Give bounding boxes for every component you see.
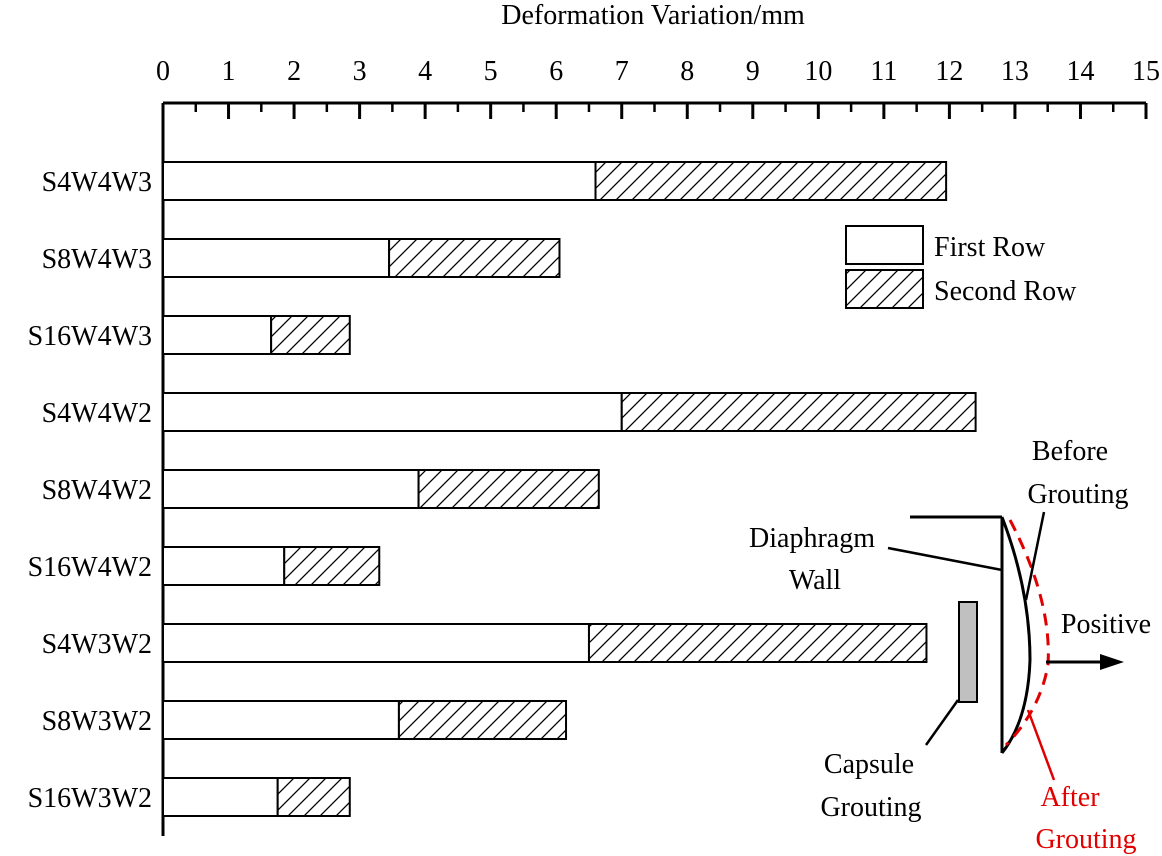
bar-second-row: [417, 469, 600, 509]
after-grouting-leader: [1026, 709, 1056, 781]
diaphragm-wall-label-line2: Wall: [789, 565, 841, 596]
before-grouting-leader: [1024, 511, 1046, 601]
x-tick-label: 13: [1001, 56, 1029, 87]
positive-arrow-head: [1100, 654, 1124, 670]
legend-swatch-first-row: [845, 225, 924, 265]
legend-swatch-second-row: [845, 269, 924, 309]
before-grouting-label-line2: Grouting: [1027, 479, 1128, 510]
before-grouting-curve: [1000, 516, 1032, 754]
x-tick-label: 8: [680, 56, 694, 87]
x-tick-label: 2: [287, 56, 301, 87]
bar-second-row: [587, 623, 928, 663]
bar-first-row: [162, 238, 391, 278]
capsule-grouting-shape: [958, 601, 978, 703]
bar-second-row: [270, 315, 351, 355]
x-tick-label: 6: [549, 56, 563, 87]
positive-label: Positive: [1061, 609, 1151, 640]
x-tick-labels: 0 1 2 3 4 5 6 7 8 9 10 11 12 13 14 15: [156, 56, 1160, 87]
category-labels: S4W4W3 S8W4W3 S16W4W3 S4W4W2 S8W4W2 S16W4W2 S4…: [28, 167, 152, 814]
category-label: S4W3W2: [42, 629, 152, 660]
x-tick-label: 12: [935, 56, 963, 87]
legend-label-second-row: Second Row: [934, 276, 1077, 307]
bar-first-row: [162, 546, 286, 586]
category-label: S16W4W2: [28, 552, 152, 583]
diaphragm-wall-label-line1: Diaphragm: [749, 523, 875, 554]
after-grouting-curve: [1004, 519, 1050, 747]
bar-second-row: [388, 238, 561, 278]
x-tick-label: 14: [1066, 56, 1094, 87]
bar-first-row: [162, 315, 273, 355]
bar-first-row: [162, 700, 400, 740]
bar-second-row: [594, 161, 948, 201]
x-axis-title: Deformation Variation/mm: [501, 0, 805, 31]
x-tick-label: 15: [1132, 56, 1160, 87]
capsule-grouting-leader: [924, 699, 960, 746]
category-label: S8W3W2: [42, 706, 152, 737]
category-label: S8W4W2: [42, 475, 152, 506]
bar-second-row: [283, 546, 381, 586]
category-label: S16W4W3: [28, 321, 152, 352]
legend-label-first-row: First Row: [934, 232, 1046, 263]
capsule-grouting-label-line1: Capsule: [824, 749, 914, 780]
x-tick-label: 5: [484, 56, 498, 87]
category-label: S16W3W2: [28, 783, 152, 814]
bar-second-row: [276, 777, 351, 817]
bar-first-row: [162, 392, 623, 432]
grouting-schematic: Before Grouting Diaphragm Wall Positive …: [749, 436, 1151, 855]
category-label: S8W4W3: [42, 244, 152, 275]
x-tick-label: 3: [353, 56, 367, 87]
bar-second-row: [397, 700, 568, 740]
x-tick-label: 10: [804, 56, 832, 87]
category-label: S4W4W2: [42, 398, 152, 429]
x-tick-label: 9: [746, 56, 760, 87]
bar-first-row: [162, 623, 590, 663]
capsule-grouting-label-line2: Grouting: [820, 792, 921, 823]
before-grouting-label-line1: Before: [1032, 436, 1108, 467]
category-label: S4W4W3: [42, 167, 152, 198]
x-tick-label: 7: [615, 56, 629, 87]
after-grouting-label-line2: Grouting: [1035, 824, 1136, 855]
x-tick-label: 0: [156, 56, 170, 87]
diaphragm-wall-leader: [887, 546, 1003, 572]
bar-first-row: [162, 777, 279, 817]
x-tick-label: 11: [870, 56, 897, 87]
legend: First Row Second Row: [845, 225, 1077, 309]
after-grouting-label-line1: After: [1040, 782, 1100, 813]
bar-second-row: [620, 392, 977, 432]
bar-first-row: [162, 161, 597, 201]
bars: [162, 161, 977, 817]
x-tick-label: 1: [222, 56, 236, 87]
bar-first-row: [162, 469, 420, 509]
x-tick-label: 4: [418, 56, 432, 87]
